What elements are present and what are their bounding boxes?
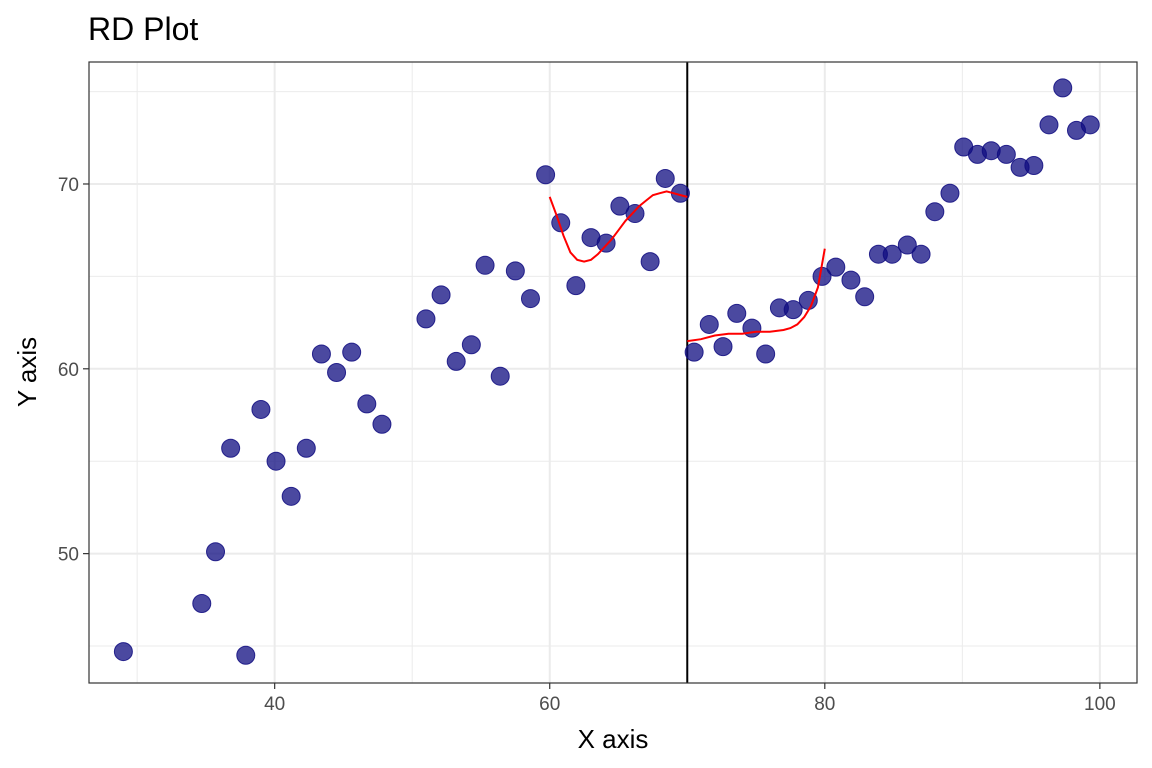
data-point	[897, 235, 917, 255]
grid-lines	[89, 62, 1137, 683]
data-point	[925, 202, 945, 222]
data-point	[699, 314, 719, 334]
data-point	[505, 261, 525, 281]
chart-title: RD Plot	[88, 11, 198, 47]
data-point	[206, 542, 226, 562]
scatter-points	[113, 78, 1100, 665]
data-point	[655, 168, 675, 188]
data-point	[251, 399, 271, 419]
y-tick-label: 50	[58, 545, 79, 566]
data-point	[684, 342, 704, 362]
data-point	[192, 594, 212, 614]
fit-curves	[548, 190, 826, 343]
data-point	[551, 213, 571, 233]
data-point	[841, 270, 861, 290]
x-tick-label: 100	[1084, 694, 1116, 715]
data-point	[783, 300, 803, 320]
data-point	[566, 276, 586, 296]
data-point	[727, 303, 747, 323]
data-point	[1039, 115, 1059, 135]
data-point	[1024, 156, 1044, 175]
data-point	[461, 335, 481, 355]
data-point	[911, 244, 931, 264]
data-point	[996, 144, 1016, 164]
data-point	[520, 289, 540, 309]
data-point	[221, 438, 241, 458]
x-tick-label: 40	[264, 694, 285, 715]
data-point	[490, 366, 510, 386]
x-tick-label: 60	[539, 694, 560, 715]
data-point	[940, 183, 960, 203]
data-point	[311, 344, 331, 364]
fit-curve-right	[687, 248, 826, 343]
data-point	[475, 255, 495, 275]
fit-curve-left	[548, 190, 688, 263]
data-point	[536, 165, 556, 185]
data-point	[713, 337, 733, 357]
data-point	[281, 486, 301, 506]
data-point	[1080, 115, 1100, 135]
data-point	[266, 451, 286, 471]
data-point	[826, 257, 846, 277]
data-point	[431, 285, 451, 305]
data-point	[327, 363, 347, 382]
data-point	[625, 204, 645, 224]
data-point	[742, 318, 762, 338]
panel-border	[88, 61, 1138, 684]
data-point	[342, 342, 362, 362]
data-point	[756, 344, 776, 364]
data-point	[236, 645, 256, 665]
data-point	[372, 414, 392, 434]
data-point	[640, 252, 660, 272]
data-point	[882, 244, 902, 264]
axis-ticks: 40 60 80 100 50 60 70	[58, 175, 1116, 715]
y-tick-label: 70	[58, 175, 79, 196]
data-point	[1053, 78, 1073, 98]
data-point	[296, 438, 316, 458]
data-point	[855, 287, 875, 307]
data-point	[446, 351, 466, 371]
x-tick-label: 80	[814, 694, 835, 715]
x-axis-title: X axis	[578, 724, 649, 754]
data-point	[596, 233, 616, 253]
data-point	[357, 394, 377, 414]
data-point	[416, 309, 436, 329]
y-axis-title: Y axis	[12, 337, 42, 407]
data-point	[113, 642, 133, 662]
y-tick-label: 60	[58, 360, 79, 381]
data-point	[610, 196, 630, 216]
